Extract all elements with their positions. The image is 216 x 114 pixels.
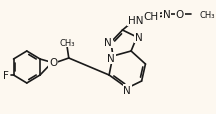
Text: O: O — [176, 10, 184, 20]
Text: N: N — [104, 38, 112, 48]
Text: CH: CH — [144, 12, 159, 22]
Text: F: F — [3, 70, 9, 80]
Text: CH₃: CH₃ — [199, 10, 214, 19]
Text: N: N — [163, 10, 170, 20]
Text: N: N — [107, 54, 115, 63]
Text: HN: HN — [128, 16, 144, 26]
Text: O: O — [49, 57, 58, 67]
Text: N: N — [135, 33, 143, 43]
Text: CH₃: CH₃ — [59, 38, 75, 47]
Text: N: N — [123, 85, 131, 95]
